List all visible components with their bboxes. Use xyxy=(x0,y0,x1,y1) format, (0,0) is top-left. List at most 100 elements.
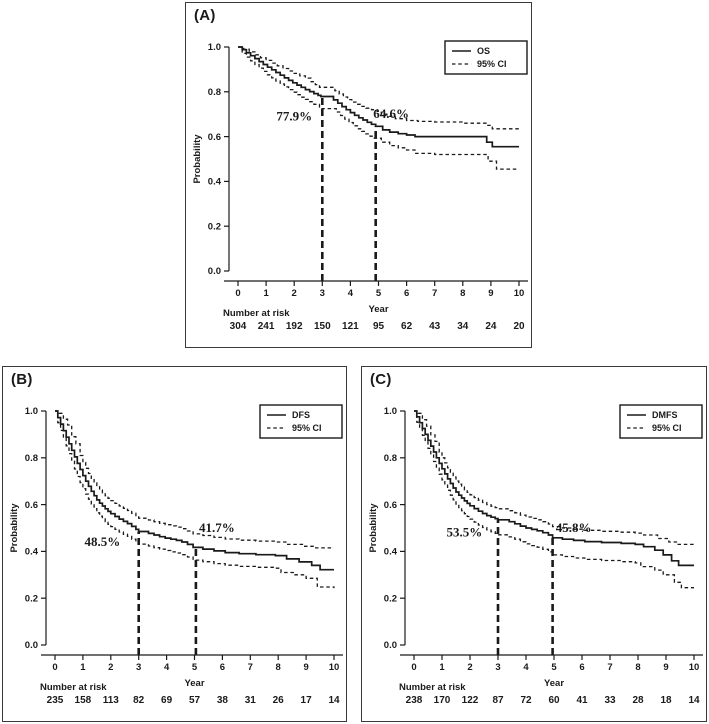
number-at-risk-value: 33 xyxy=(604,695,616,706)
number-at-risk-value: 20 xyxy=(513,321,525,332)
x-tick-label: 0 xyxy=(235,288,240,299)
x-tick-label: 2 xyxy=(292,288,297,299)
x-tick-label: 6 xyxy=(220,662,225,673)
y-tick-label: 0.0 xyxy=(384,640,397,651)
survival-curve xyxy=(414,410,694,567)
x-tick-label: 3 xyxy=(136,662,141,673)
y-tick-label: 0.4 xyxy=(384,547,398,558)
ci-curve xyxy=(238,46,519,130)
x-tick-label: 10 xyxy=(689,662,700,673)
number-at-risk-value: 31 xyxy=(245,695,257,706)
number-at-risk-value: 82 xyxy=(133,695,145,706)
ci-curve xyxy=(414,410,694,589)
legend-label: 95% CI xyxy=(477,59,507,69)
x-tick-label: 9 xyxy=(488,288,493,299)
percent-annotation: 53.5% xyxy=(447,525,483,540)
x-tick-label: 1 xyxy=(439,662,445,673)
x-tick-label: 1 xyxy=(80,662,86,673)
percent-annotation: 45.8% xyxy=(556,520,592,535)
x-tick-label: 0 xyxy=(52,662,57,673)
number-at-risk-value: 235 xyxy=(47,695,64,706)
y-axis-title: Probability xyxy=(368,503,379,553)
number-at-risk-value: 95 xyxy=(373,321,385,332)
ci-curve xyxy=(414,410,694,546)
x-tick-label: 1 xyxy=(263,288,269,299)
number-at-risk-value: 26 xyxy=(273,695,285,706)
x-tick-label: 3 xyxy=(495,662,500,673)
number-at-risk-value: 60 xyxy=(548,695,560,706)
number-at-risk-value: 304 xyxy=(230,321,247,332)
os-km-chart: 1.00.80.60.40.20.00 1 2 3 4 5 6 7 8 9 10Probabilit… xyxy=(192,40,528,332)
y-tick-label: 0.0 xyxy=(25,640,38,651)
x-tick-label: 4 xyxy=(164,662,170,673)
number-at-risk-value: 17 xyxy=(301,695,313,706)
y-tick-label: 1.0 xyxy=(384,406,397,417)
x-tick-label: 7 xyxy=(607,662,612,673)
number-at-risk-value: 238 xyxy=(406,695,423,706)
number-at-risk-value: 57 xyxy=(189,695,201,706)
number-at-risk-value: 14 xyxy=(328,695,340,706)
y-tick-label: 0.2 xyxy=(25,593,38,604)
number-at-risk-label: Number at risk xyxy=(223,308,290,319)
number-at-risk-value: 170 xyxy=(434,695,451,706)
x-tick-label: 5 xyxy=(376,288,382,299)
x-axis-title: Year xyxy=(184,678,204,689)
legend-label: OS xyxy=(477,46,490,56)
x-tick-label: 0 xyxy=(411,662,416,673)
number-at-risk-value: 113 xyxy=(103,695,120,706)
number-at-risk-value: 18 xyxy=(660,695,672,706)
x-tick-label: 7 xyxy=(432,288,437,299)
x-axis-title: Year xyxy=(368,304,388,315)
number-at-risk-value: 62 xyxy=(401,321,413,332)
x-tick-label: 6 xyxy=(404,288,409,299)
legend: OS 95% CI xyxy=(444,40,528,75)
y-tick-label: 0.0 xyxy=(208,266,221,277)
number-at-risk-value: 43 xyxy=(429,321,441,332)
y-tick-label: 0.8 xyxy=(384,453,397,464)
number-at-risk-value: 38 xyxy=(217,695,229,706)
number-at-risk-value: 150 xyxy=(314,321,331,332)
y-tick-label: 0.6 xyxy=(208,132,221,143)
panel-os: (A) 1.0 0.8 0.6 0.4 0.2 0.0 0 1 2 3 4 5 6 7 8 9 10 Probab… xyxy=(185,2,532,348)
y-tick-label: 0.2 xyxy=(208,221,221,232)
legend: DFS 95% CI xyxy=(259,404,343,439)
panel-os-label: (A) xyxy=(194,7,216,24)
x-tick-label: 8 xyxy=(276,662,281,673)
number-at-risk-value: 24 xyxy=(485,321,497,332)
number-at-risk: Number at risk 238 170 122 87 72 60 41 33 28 18 14 xyxy=(399,682,700,706)
x-tick-label: 10 xyxy=(329,662,340,673)
survival-curve xyxy=(55,410,334,571)
y-tick-label: 0.4 xyxy=(25,547,39,558)
panel-dmfs: (C) 1.0 0.8 0.6 0.4 0.2 0.0 0 1 2 3 4 5 6 7 8 9 10 Probab… xyxy=(361,366,707,722)
x-tick-label: 6 xyxy=(579,662,584,673)
number-at-risk-value: 28 xyxy=(632,695,644,706)
x-tick-label: 10 xyxy=(514,288,525,299)
number-at-risk-label: Number at risk xyxy=(40,682,107,693)
survival-curve xyxy=(238,46,519,148)
x-tick-label: 2 xyxy=(108,662,113,673)
reference-lines xyxy=(137,531,198,655)
percent-annotation: 48.5% xyxy=(85,534,121,549)
x-tick-label: 8 xyxy=(635,662,640,673)
y-tick-label: 0.2 xyxy=(384,593,397,604)
number-at-risk-value: 122 xyxy=(462,695,479,706)
x-tick-label: 4 xyxy=(523,662,529,673)
y-axis-title: Probability xyxy=(9,503,20,553)
y-axis: 1.0 0.8 0.6 0.4 0.2 0.0 xyxy=(384,406,406,651)
y-tick-label: 1.0 xyxy=(25,406,38,417)
x-axis: 0 1 2 3 4 5 6 7 8 9 10 xyxy=(400,654,703,673)
x-tick-label: 9 xyxy=(303,662,308,673)
x-tick-label: 5 xyxy=(192,662,198,673)
legend-label: DMFS xyxy=(652,410,678,420)
legend: DMFS 95% CI xyxy=(619,404,703,439)
y-axis-title: Probability xyxy=(192,134,203,184)
panel-dfs-label: (B) xyxy=(11,371,33,388)
number-at-risk: Number at risk 304 241 192 150 121 95 62 43 34 24 2… xyxy=(223,308,525,332)
y-tick-label: 0.8 xyxy=(25,453,38,464)
dmfs-km-chart: 1.0 0.8 0.6 0.4 0.2 0.0 0 1 2 3 4 5 6 7 8 9 10 Probabilit… xyxy=(368,404,703,706)
number-at-risk-value: 121 xyxy=(342,321,359,332)
y-tick-label: 1.0 xyxy=(208,42,221,53)
number-at-risk-value: 14 xyxy=(688,695,700,706)
x-tick-label: 5 xyxy=(551,662,557,673)
